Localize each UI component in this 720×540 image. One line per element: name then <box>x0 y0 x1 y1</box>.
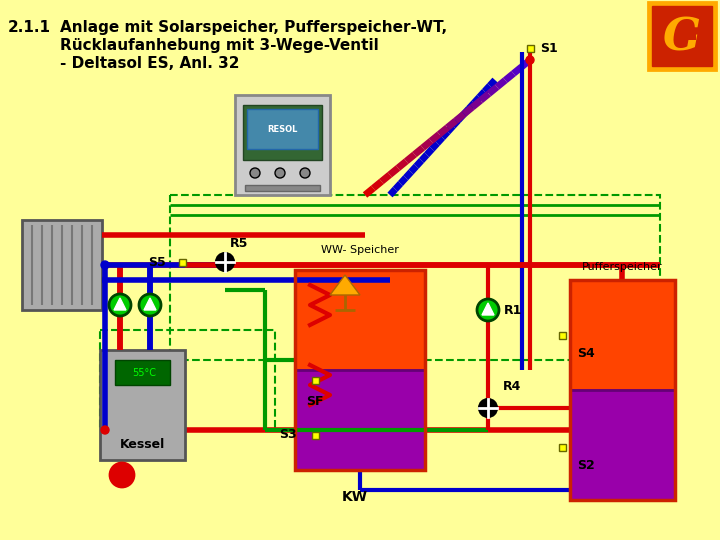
Text: SF: SF <box>306 395 324 408</box>
Circle shape <box>216 253 234 271</box>
Text: WW- Speicher: WW- Speicher <box>321 245 399 255</box>
Bar <box>243 105 322 160</box>
Bar <box>295 370 425 470</box>
Circle shape <box>109 294 131 316</box>
Text: 2.1.1: 2.1.1 <box>8 20 51 35</box>
Text: Pufferspeicher: Pufferspeicher <box>582 262 663 272</box>
Text: S5: S5 <box>148 255 166 268</box>
Bar <box>570 280 675 390</box>
Bar <box>295 270 425 470</box>
Bar <box>170 195 660 360</box>
Circle shape <box>275 168 285 178</box>
Bar <box>570 280 675 500</box>
Bar <box>559 332 565 339</box>
Text: S2: S2 <box>577 459 595 472</box>
Polygon shape <box>144 298 156 310</box>
Bar <box>312 431 318 438</box>
Bar <box>247 109 318 149</box>
Bar <box>115 360 170 385</box>
Bar <box>100 330 275 430</box>
Bar <box>526 44 534 51</box>
Bar <box>570 390 675 500</box>
Text: Anlage mit Solarspeicher, Pufferspeicher-WT,: Anlage mit Solarspeicher, Pufferspeicher… <box>60 20 447 35</box>
Bar <box>652 6 712 66</box>
Circle shape <box>101 426 109 434</box>
Text: Rücklaufanhebung mit 3-Wege-Ventil: Rücklaufanhebung mit 3-Wege-Ventil <box>60 38 379 53</box>
Text: S4: S4 <box>577 347 595 360</box>
Bar <box>245 185 320 191</box>
Circle shape <box>139 294 161 316</box>
Polygon shape <box>114 298 126 310</box>
Text: Kessel: Kessel <box>120 438 165 451</box>
Bar <box>100 350 185 460</box>
Text: - Deltasol ES, Anl. 32: - Deltasol ES, Anl. 32 <box>60 56 240 71</box>
Bar <box>295 270 425 370</box>
Circle shape <box>101 261 109 269</box>
Text: G: G <box>663 17 701 59</box>
Bar <box>682 32 696 40</box>
Text: RESOL: RESOL <box>267 125 297 133</box>
Text: 55°C: 55°C <box>132 368 156 378</box>
Circle shape <box>477 299 499 321</box>
Text: KW: KW <box>342 490 368 504</box>
Polygon shape <box>330 275 360 295</box>
Circle shape <box>479 399 497 417</box>
Text: R5: R5 <box>230 237 248 250</box>
Bar <box>312 376 318 383</box>
Circle shape <box>250 168 260 178</box>
Polygon shape <box>482 303 494 315</box>
Text: R1: R1 <box>504 303 523 316</box>
Circle shape <box>300 168 310 178</box>
Bar <box>179 259 186 266</box>
Circle shape <box>110 463 134 487</box>
Bar <box>22 220 102 310</box>
Bar <box>648 2 716 70</box>
Circle shape <box>526 56 534 64</box>
Text: S1: S1 <box>540 42 558 55</box>
Bar <box>235 95 330 195</box>
Bar <box>559 443 565 450</box>
Text: S3: S3 <box>279 429 297 442</box>
Text: R4: R4 <box>503 380 521 393</box>
